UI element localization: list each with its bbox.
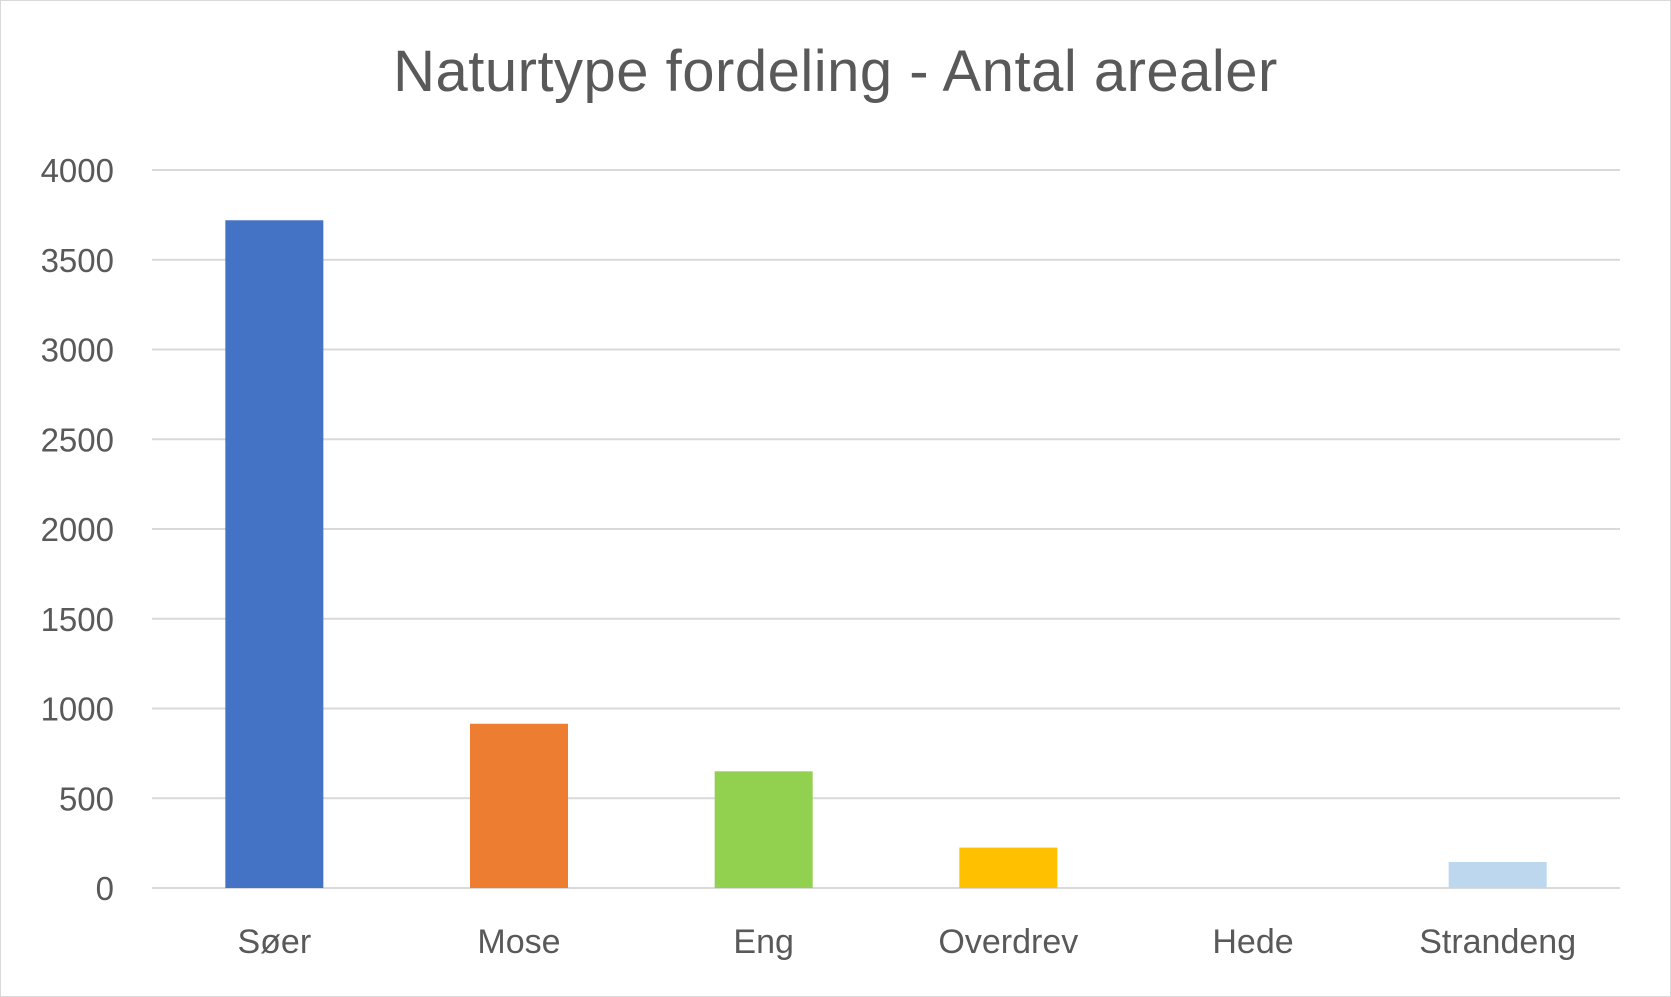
x-category-label: Overdrev: [938, 923, 1078, 961]
gridlines: [152, 169, 1620, 889]
bar-mose: [470, 723, 568, 888]
y-tick-label: 2500: [41, 421, 114, 458]
y-tick-label: 1000: [41, 691, 114, 728]
x-category-label: Mose: [477, 923, 560, 961]
x-category-label: Eng: [733, 923, 794, 961]
y-tick-label: 4000: [41, 152, 114, 189]
x-category-label: Søer: [237, 923, 311, 961]
bar-strandeng: [1448, 861, 1547, 888]
y-tick-label: 500: [59, 780, 114, 817]
chart-title: Naturtype fordeling - Antal arealer: [393, 39, 1278, 104]
y-tick-label: 3000: [41, 332, 114, 369]
y-tick-label: 0: [96, 870, 114, 907]
y-axis-ticks: 0 500 1000 1500 2000 2500 3000 3500 4000: [41, 152, 114, 907]
y-tick-label: 2000: [41, 511, 114, 548]
bar-eng: [714, 771, 813, 888]
bar-søer: [225, 220, 324, 888]
x-axis-categories: Søer Mose Eng Overdrev Hede Strandeng: [237, 923, 1576, 961]
bar-overdrev: [959, 847, 1058, 888]
y-tick-label: 1500: [41, 601, 114, 638]
y-tick-label: 3500: [41, 242, 114, 279]
x-category-label: Hede: [1212, 923, 1293, 961]
x-category-label: Strandeng: [1419, 923, 1576, 961]
bars: [225, 220, 1547, 888]
